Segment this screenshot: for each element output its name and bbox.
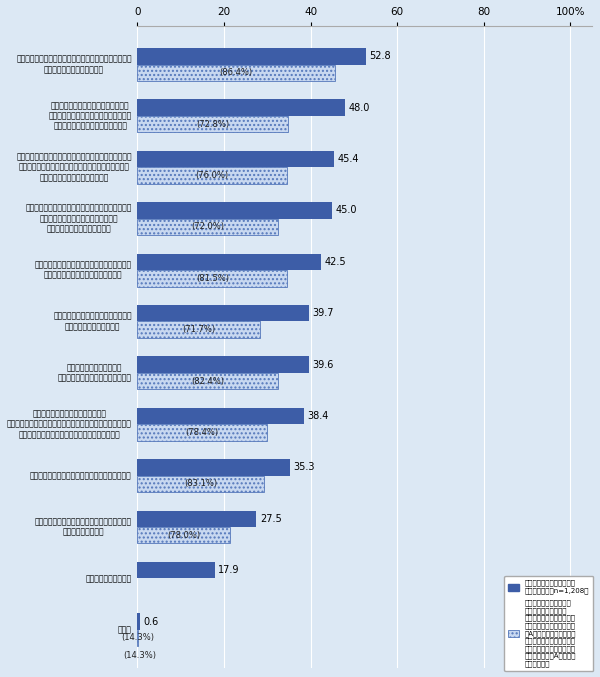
Bar	[137, 562, 215, 578]
Text: 38.4: 38.4	[307, 411, 328, 421]
Bar	[137, 270, 287, 286]
Text: (83.1%): (83.1%)	[184, 479, 217, 488]
Bar	[137, 510, 256, 527]
Text: 0.6: 0.6	[143, 617, 158, 626]
Text: (78.4%): (78.4%)	[186, 428, 219, 437]
Text: (71.7%): (71.7%)	[182, 325, 215, 334]
Text: (78.0%): (78.0%)	[167, 531, 200, 540]
Legend: 事前の対応が可能だったと
思う科学技術（n=1,208）, 実際には対応できていな
かったと思う科学技術
（事前の対応が可能だった
と思う科学技術を選んだ者
（: 事前の対応が可能だったと 思う科学技術（n=1,208）, 実際には対応できてい…	[504, 575, 593, 672]
Text: 27.5: 27.5	[260, 514, 281, 524]
Bar	[137, 167, 287, 183]
Bar	[137, 219, 278, 235]
Bar	[137, 476, 264, 492]
Text: (14.3%): (14.3%)	[121, 634, 154, 642]
Text: 48.0: 48.0	[349, 103, 370, 112]
Bar	[137, 373, 278, 389]
Bar	[137, 459, 290, 476]
Text: (82.4%): (82.4%)	[191, 376, 224, 386]
Bar	[137, 356, 309, 373]
Text: 35.3: 35.3	[293, 462, 315, 473]
Text: 45.4: 45.4	[337, 154, 359, 164]
Bar	[137, 100, 345, 116]
Text: (72.8%): (72.8%)	[196, 120, 229, 129]
Bar	[137, 151, 334, 167]
Bar	[137, 305, 309, 322]
Text: 39.7: 39.7	[313, 308, 334, 318]
Bar	[137, 322, 260, 338]
Bar	[137, 527, 230, 544]
Text: 42.5: 42.5	[325, 257, 346, 267]
Text: 52.8: 52.8	[370, 51, 391, 62]
Bar	[137, 202, 332, 219]
Bar	[137, 48, 366, 64]
Bar	[137, 613, 140, 630]
Text: (14.3%): (14.3%)	[123, 651, 156, 660]
Text: (76.0%): (76.0%)	[196, 171, 229, 180]
Text: (81.5%): (81.5%)	[196, 274, 229, 283]
Text: 39.6: 39.6	[312, 359, 334, 370]
Text: 17.9: 17.9	[218, 565, 240, 575]
Bar	[137, 116, 289, 132]
Bar	[137, 424, 267, 441]
Bar	[137, 254, 322, 270]
Text: (72.0%): (72.0%)	[191, 223, 224, 232]
Text: 45.0: 45.0	[335, 205, 357, 215]
Bar	[137, 408, 304, 424]
Text: (86.4%): (86.4%)	[220, 68, 253, 77]
Bar	[137, 64, 335, 81]
